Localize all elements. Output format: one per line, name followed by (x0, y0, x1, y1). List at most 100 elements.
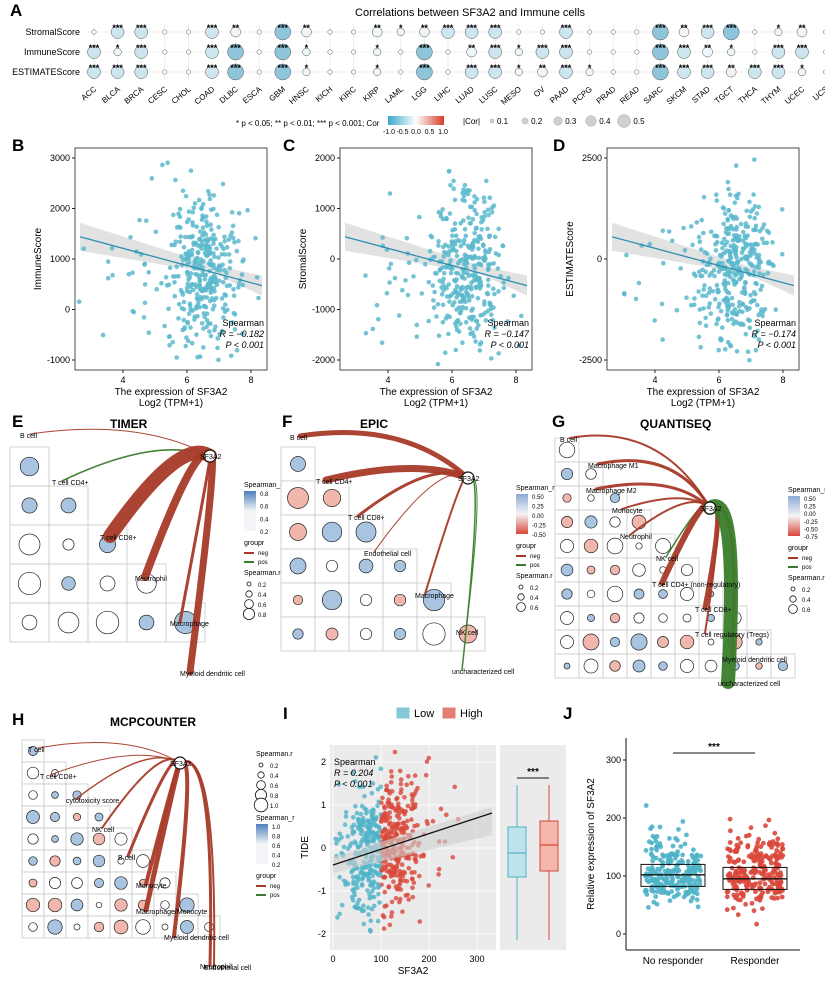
scatter-point (232, 239, 237, 245)
scatter-point (411, 274, 416, 279)
scatter-point (188, 307, 194, 313)
r-tick: 0.00 (804, 512, 816, 518)
scatter-point (367, 867, 373, 873)
scatter-point (454, 248, 459, 254)
stat-r: R = 0.204 (334, 768, 373, 778)
significance-star: ** (232, 23, 240, 33)
scatter-point (358, 869, 364, 875)
scatter-point (727, 192, 733, 198)
scatter-point (469, 247, 475, 252)
cor-circle (61, 576, 76, 591)
scatter-point (478, 262, 484, 268)
scatter-point (446, 331, 451, 337)
scatter-point (384, 831, 389, 836)
y-tick-label: 2000 (50, 204, 70, 214)
scatter-point (220, 181, 226, 187)
scatter-point (186, 277, 191, 282)
scatter-point (489, 312, 494, 318)
scatter-point (224, 245, 230, 250)
row-label: ESTIMATEScore (12, 67, 80, 77)
link-neg (126, 758, 182, 858)
scatter-point (426, 755, 432, 761)
size-key (245, 590, 253, 598)
cell-type-label: B cell (20, 433, 38, 440)
jitter-point (680, 852, 685, 858)
scatter-point (698, 273, 703, 279)
scatter-point (197, 229, 203, 234)
scatter-point (458, 321, 463, 327)
jitter-point (755, 857, 761, 862)
scatter-point (438, 214, 444, 219)
jitter-point (724, 889, 730, 895)
scatter-point (486, 249, 492, 255)
scatter-point (726, 208, 731, 213)
scatter-point (195, 250, 200, 255)
jitter-point (658, 886, 664, 891)
scatter-point (394, 863, 400, 869)
cor-circle (70, 832, 84, 846)
cor-circle (21, 497, 38, 514)
cor-bubble (230, 26, 241, 38)
cor-circle (655, 538, 671, 554)
cor-circle (62, 538, 75, 551)
scatter-point (447, 299, 452, 305)
scatter-point (465, 191, 471, 197)
y-tick-label: 0 (616, 929, 621, 939)
cor-bubble (398, 69, 404, 75)
cor-circle (60, 497, 77, 514)
y-tick-label: -1000 (47, 355, 70, 365)
scatter-point (446, 169, 452, 174)
significance-star: *** (679, 43, 690, 53)
scatter-point (381, 864, 386, 869)
abscor-tick: 0.4 (599, 117, 611, 126)
scatter-point (398, 874, 403, 879)
scatter-point (196, 301, 201, 306)
scatter-point (690, 242, 695, 248)
scatter-point (386, 885, 392, 890)
cor-bubble (416, 43, 433, 61)
scatter-point (405, 892, 411, 898)
scatter-point (174, 355, 179, 360)
scatter-point (384, 812, 390, 818)
scatter-point (184, 285, 190, 291)
scatter-point (731, 271, 737, 276)
significance-star: * (375, 43, 379, 53)
scatter-point (436, 872, 441, 877)
scatter-point (713, 233, 719, 239)
scatter-point (732, 307, 738, 312)
scatter-point (176, 316, 181, 321)
scatter-point (240, 331, 245, 336)
scatter-point (453, 241, 458, 247)
size-key (242, 608, 255, 621)
significance-star: *** (443, 23, 454, 33)
scatter-point (410, 797, 415, 803)
jitter-point (691, 847, 696, 853)
size-key (244, 599, 254, 609)
scatter-point (725, 218, 730, 223)
jitter-point (675, 887, 680, 892)
cor-bubble (302, 67, 311, 77)
scatter-point (202, 272, 207, 278)
jitter-point (750, 882, 755, 888)
cor-circle (289, 523, 307, 541)
scatter-point (440, 302, 446, 308)
scatter-point (722, 278, 727, 283)
jitter-point (774, 848, 780, 853)
scatter-point (197, 279, 202, 284)
cor-circle (609, 516, 621, 528)
scatter-point (724, 226, 729, 231)
scatter-point (185, 281, 191, 287)
size-tick: 0.8 (258, 613, 267, 619)
scatter-point (474, 326, 480, 332)
scatter-point (370, 888, 375, 894)
scatter-point (725, 317, 731, 323)
scatter-point (231, 293, 237, 299)
significance-star: *** (561, 23, 572, 33)
scatter-point (733, 193, 739, 198)
cancer-label: CESC (146, 84, 169, 105)
scatter-point (472, 194, 477, 199)
jitter-point (725, 846, 730, 852)
x-tick-label: 6 (184, 375, 189, 385)
scatter-point (476, 322, 481, 328)
cor-circle (422, 588, 446, 612)
